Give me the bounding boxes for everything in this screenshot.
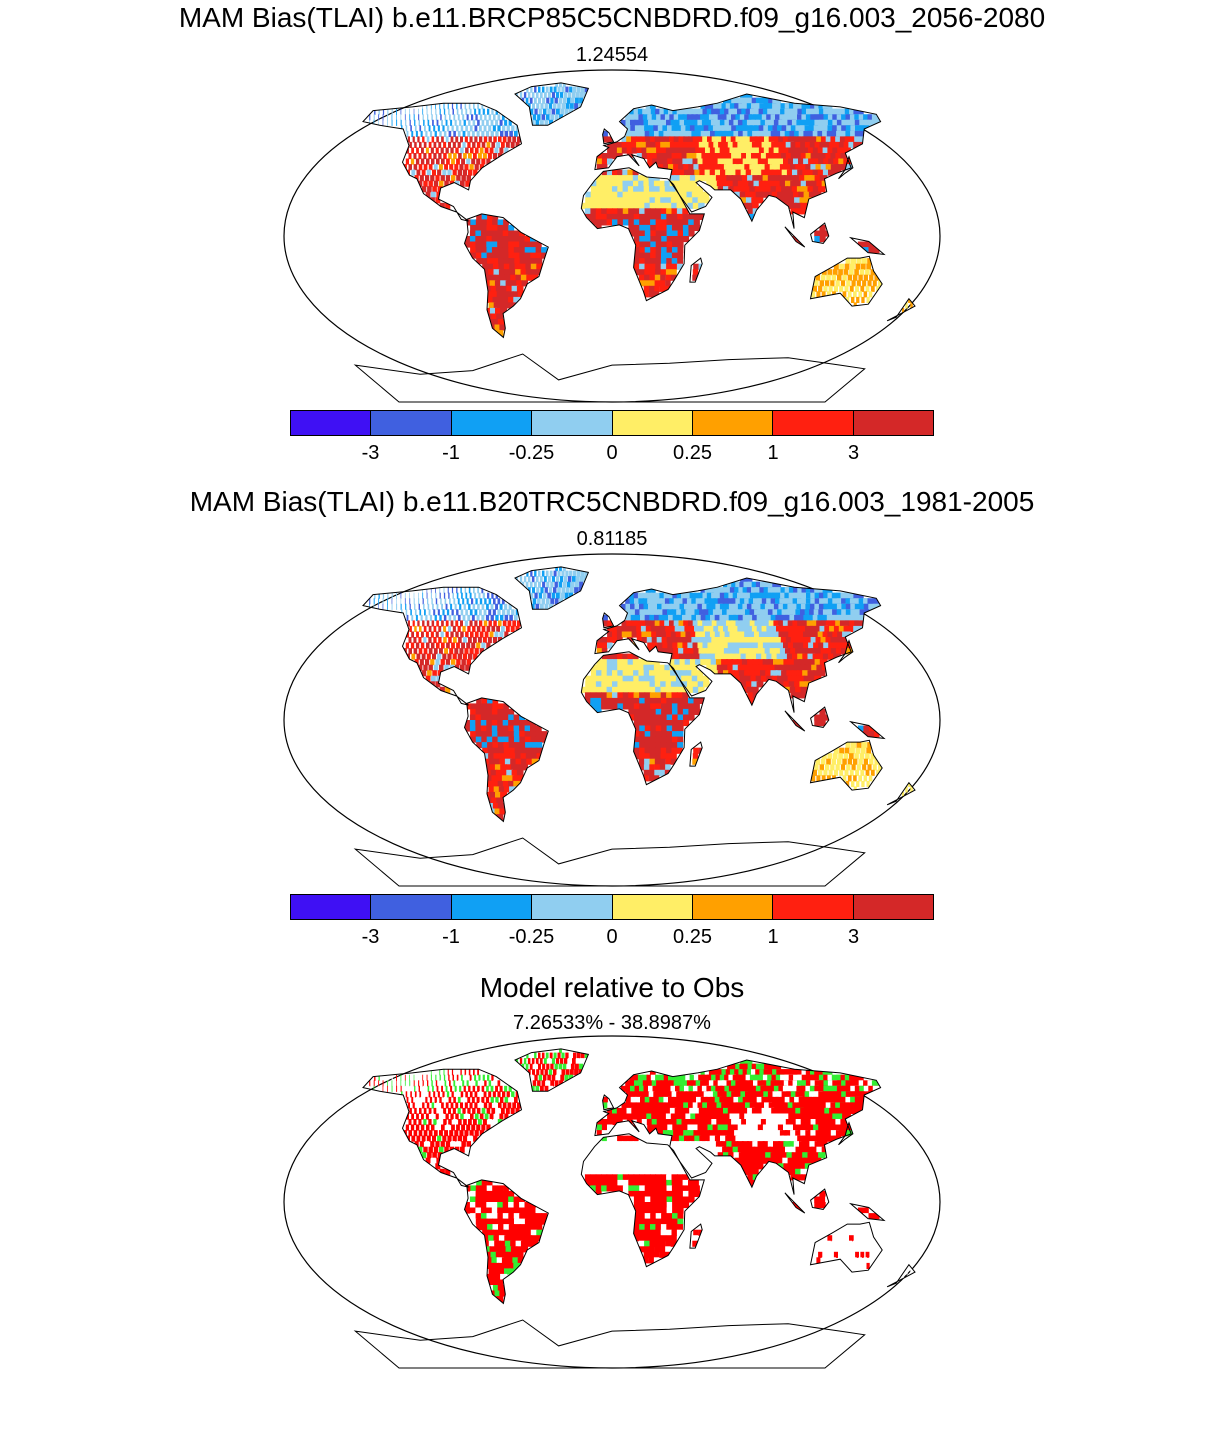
coastline-madagascar xyxy=(689,1223,703,1249)
data-cells xyxy=(369,1048,913,1303)
panel-3-title: Model relative to Obs xyxy=(479,972,745,1003)
colorbar-tick-label: -0.25 xyxy=(508,442,555,464)
colorbar-segment xyxy=(612,895,693,919)
coastline-madagascar xyxy=(689,257,703,283)
colorbar-tick-label: -0.25 xyxy=(508,926,555,948)
coastline-eurasia xyxy=(594,93,882,229)
colorbar-tick-label: -1 xyxy=(442,442,460,464)
coastline-indonesia1 xyxy=(784,226,806,248)
coastline-uk xyxy=(602,1094,615,1111)
colorbar-segment xyxy=(291,411,372,435)
coastline-northAmerica xyxy=(362,102,523,222)
colorbar-tick-label: 0.25 xyxy=(673,926,712,948)
panel-2-title: MAM Bias(TLAI) b.e11.B20TRC5CNBDRD.f09_g… xyxy=(189,486,1035,517)
colorbar-segment xyxy=(773,895,854,919)
colorbar-segment xyxy=(532,411,613,435)
colorbar-tick-label: -1 xyxy=(442,926,460,948)
coastline-southAmerica xyxy=(463,1179,549,1305)
coastline-northAmerica xyxy=(362,1068,523,1188)
coastline-eurasia xyxy=(594,1059,882,1195)
colorbar-segment xyxy=(692,895,774,919)
coastline-newguinea xyxy=(848,720,886,740)
colorbar-tick-label: 0 xyxy=(606,926,618,948)
coastline-africa xyxy=(580,1133,705,1268)
colorbar-segment xyxy=(451,895,533,919)
coastline-australia xyxy=(809,739,883,791)
colorbar-tick-label: -3 xyxy=(361,926,380,948)
coastline-uk xyxy=(602,612,615,629)
panel-2-map xyxy=(283,553,941,887)
coastline-antarctica xyxy=(353,353,866,403)
colorbar-segment xyxy=(371,895,452,919)
colorbar-tick-label: -3 xyxy=(361,442,380,464)
coastline-uk xyxy=(602,128,615,145)
panel-1-colorbar-ticks: -3 -1 -0.25 0 0.25 1 3 xyxy=(290,442,934,466)
panel-1-map xyxy=(283,69,941,403)
panel-1-subtitle: 1.24554 xyxy=(575,44,649,66)
coastline-australia xyxy=(809,1221,883,1273)
coastline-indonesia2 xyxy=(810,222,830,244)
coastline-eurasia xyxy=(594,577,882,713)
panel-2-colorbar-ticks: -3 -1 -0.25 0 0.25 1 3 xyxy=(290,926,934,950)
coastline-antarctica xyxy=(353,1319,866,1369)
coastline-newguinea xyxy=(848,236,886,256)
coastline-nz xyxy=(886,297,916,322)
panel-1-colorbar xyxy=(290,410,934,436)
colorbar-segment xyxy=(853,411,933,435)
coastline-nz xyxy=(886,1263,916,1288)
colorbar-segment xyxy=(371,411,452,435)
colorbar-segment xyxy=(451,411,533,435)
coastline-japan xyxy=(838,639,854,664)
colorbar-segment xyxy=(692,411,774,435)
colorbar-segment xyxy=(532,895,613,919)
colorbar-tick-label: 1 xyxy=(767,926,779,948)
panel-3-map xyxy=(283,1035,941,1369)
panel-2-subtitle: 0.81185 xyxy=(576,528,648,550)
colorbar-tick-label: 1 xyxy=(767,442,779,464)
coastline-southAmerica xyxy=(463,697,549,823)
coastline-greenland xyxy=(514,82,590,126)
coastline-indonesia2 xyxy=(810,1188,830,1210)
colorbar-segment xyxy=(612,411,693,435)
colorbar-segment xyxy=(291,895,372,919)
colorbar-tick-label: 3 xyxy=(847,926,860,948)
coastline-africa xyxy=(580,167,705,302)
coastline-indonesia1 xyxy=(784,1192,806,1214)
coastline-newguinea xyxy=(848,1202,886,1222)
coastline-japan xyxy=(838,1121,854,1146)
panel-3-subtitle: 7.26533% - 38.8987% xyxy=(513,1012,711,1034)
coastline-antarctica xyxy=(353,837,866,887)
coastline-australia xyxy=(809,255,883,307)
colorbar-tick-label: 0.25 xyxy=(673,442,712,464)
coastline-africa xyxy=(580,651,705,786)
coastline-madagascar xyxy=(689,741,703,767)
panel-1-title: MAM Bias(TLAI) b.e11.BRCP85C5CNBDRD.f09_… xyxy=(178,2,1046,33)
coastline-greenland xyxy=(514,1048,590,1092)
colorbar-segment xyxy=(773,411,854,435)
coastline-japan xyxy=(838,155,854,180)
coastline-indonesia2 xyxy=(810,706,830,728)
panel-2-colorbar xyxy=(290,894,934,920)
coastline-greenland xyxy=(514,566,590,610)
colorbar-tick-label: 3 xyxy=(847,442,860,464)
coastline-northAmerica xyxy=(362,586,523,706)
coastline-indonesia1 xyxy=(784,710,806,732)
colorbar-segment xyxy=(853,895,933,919)
data-cells xyxy=(369,82,913,337)
coastline-nz xyxy=(886,781,916,806)
coastline-southAmerica xyxy=(463,213,549,339)
colorbar-tick-label: 0 xyxy=(606,442,618,464)
